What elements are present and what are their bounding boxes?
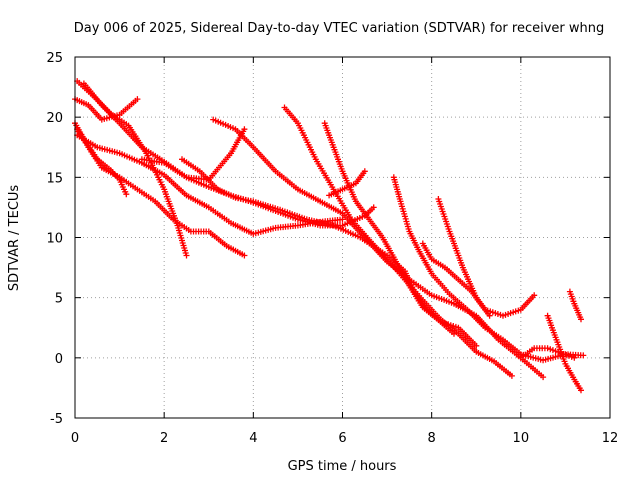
series-track-4: [74, 126, 248, 259]
y-tick-label: 0: [55, 352, 63, 367]
y-tick-label: 10: [46, 232, 63, 247]
y-tick-label: 15: [46, 171, 63, 186]
track-markers: [281, 104, 515, 379]
series-track-10: [281, 104, 515, 379]
series-track-17: [544, 312, 584, 394]
x-tick-label: 2: [160, 431, 168, 446]
x-tick-label: 10: [513, 431, 530, 446]
y-tick-label: 25: [46, 51, 63, 66]
track-markers: [566, 288, 584, 323]
x-tick-label: 8: [428, 431, 436, 446]
x-tick-label: 12: [602, 431, 619, 446]
series-track-12: [326, 168, 368, 199]
y-tick-label: 5: [55, 292, 63, 307]
x-tick-label: 0: [71, 431, 79, 446]
y-tick-label: 20: [46, 111, 63, 126]
y-axis-title: SDTVAR / TECUs: [7, 185, 22, 292]
y-tick-label: -5: [50, 412, 63, 427]
series-track-18: [566, 288, 584, 323]
track-markers: [321, 120, 480, 349]
chart-title: Day 006 of 2025, Sidereal Day-to-day VTE…: [74, 21, 605, 36]
grid: [75, 57, 610, 418]
series-track-15: [435, 196, 493, 319]
axis-ticks: 0 2 4 6 8 10 12 -5 0 5 10 15 20 25: [46, 51, 618, 446]
x-tick-label: 6: [338, 431, 346, 446]
x-tick-label: 4: [249, 431, 257, 446]
data-points: [72, 78, 587, 394]
series-track-8: [179, 156, 457, 337]
series-track-13: [390, 174, 587, 364]
track-markers: [179, 156, 457, 337]
x-axis-title: GPS time / hours: [288, 459, 397, 474]
series-track-11: [321, 120, 480, 349]
